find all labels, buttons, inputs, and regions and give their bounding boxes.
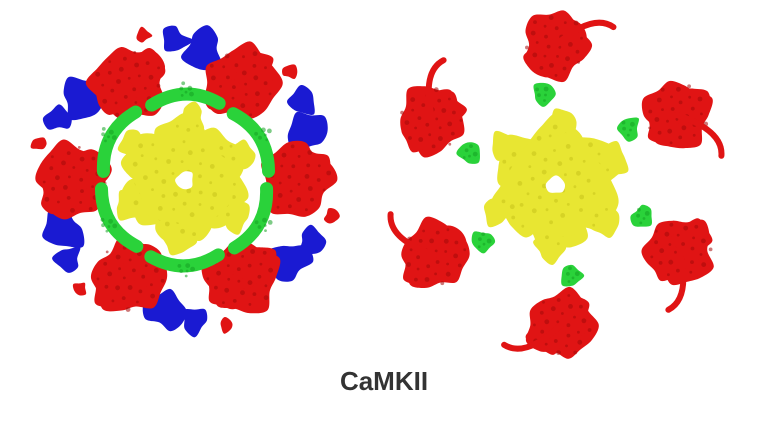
kinase-tail [674,112,725,159]
linker-segment [630,204,652,227]
linker-segment [561,264,585,287]
regulatory-segment [42,205,85,248]
regulatory-segment [42,104,72,130]
kinase-tail [72,282,87,296]
kinase-tail [387,211,438,258]
kinase-domain [261,140,338,217]
linker-segment [227,182,274,255]
regulatory-segment [287,84,315,115]
linker-segment [471,231,496,254]
linker-segment [96,105,143,178]
linker-segment [617,117,639,142]
kinase-tail [553,19,617,48]
regulatory-segment [52,246,81,273]
kinase-tail [665,247,687,313]
camkii-compact-holoenzyme [30,25,340,338]
central-pore [545,175,566,193]
kinase-tail [136,26,153,43]
central-pore [175,171,193,190]
kinase-tail [501,321,564,352]
kinase-tail [323,207,340,224]
figure-caption: CaMKII [339,366,429,396]
kinase-tail [282,64,298,80]
camkii-extended-holoenzyme [387,10,725,359]
regulatory-segment [181,25,222,71]
kinase-domain [85,47,166,120]
hub-domain [483,108,629,266]
linker-segment [145,87,226,112]
kinase-domain [35,139,112,220]
linker-segment [456,142,480,164]
kinase-domain [641,80,713,149]
regulatory-segment [162,25,194,52]
kinase-tail [30,137,47,150]
linker-segment [144,248,225,273]
kinase-tail [425,57,447,123]
regulatory-segment [183,308,208,338]
kinase-tail [220,316,233,334]
hub-domain [116,101,256,256]
